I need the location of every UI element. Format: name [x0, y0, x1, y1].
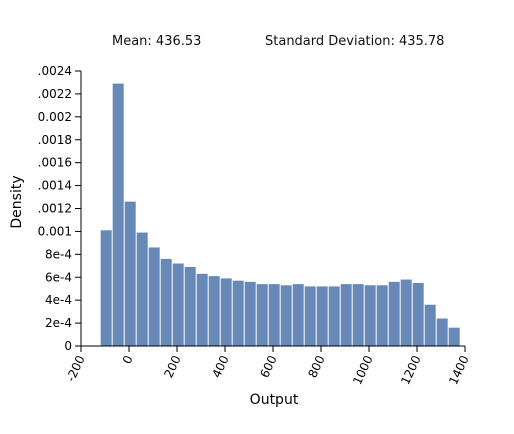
histogram-bar	[196, 273, 208, 346]
histogram-bar	[112, 83, 124, 347]
histogram-bar	[304, 286, 316, 346]
y-tick-label: .0016	[38, 156, 72, 170]
histogram-bar	[208, 276, 220, 346]
histogram-bar	[364, 285, 376, 346]
y-tick-label: 6e-4	[45, 270, 72, 284]
mean-stat: Mean: 436.53	[112, 34, 202, 49]
x-tick-label: 200	[161, 353, 183, 380]
histogram-bar	[124, 201, 136, 346]
bars-group	[100, 83, 460, 347]
y-tick-label: .0014	[38, 179, 72, 193]
histogram-bar	[136, 232, 148, 346]
x-axis: -200 0 200 400 600 800 1000 1200 1400	[64, 345, 472, 387]
y-tick-label: 8e-4	[45, 247, 72, 261]
histogram-bar	[160, 258, 172, 346]
y-tick-label: .0018	[38, 133, 72, 147]
histogram-bar	[340, 284, 352, 346]
y-tick-label: 4e-4	[45, 293, 72, 307]
histogram-bar	[400, 279, 412, 346]
x-tick-label: 1400	[446, 353, 472, 387]
histogram-bar	[388, 281, 400, 346]
y-axis: 0 2e-4 4e-4 6e-4 8e-4 0.001 .0012 .0014 .0016 .00…	[38, 64, 82, 353]
x-axis-label: Output	[250, 392, 299, 408]
x-tick-label: 800	[305, 353, 327, 380]
standard-deviation-stat: Standard Deviation: 435.78	[265, 34, 445, 49]
x-tick-label: 600	[257, 353, 279, 380]
histogram-bar	[316, 286, 328, 346]
histogram-bar	[268, 284, 280, 346]
y-tick-label: .0012	[38, 202, 72, 216]
y-tick-label: 0.002	[38, 110, 72, 124]
x-tick-label: 1000	[350, 353, 376, 387]
histogram-bar	[184, 266, 196, 346]
histogram-bar	[424, 304, 436, 346]
histogram-bar	[376, 285, 388, 346]
histogram-bar	[448, 327, 460, 346]
histogram-bar	[352, 284, 364, 346]
y-tick-label: .0022	[38, 87, 72, 101]
histogram-bar	[328, 286, 340, 346]
histogram-bar	[232, 280, 244, 346]
histogram-bar	[100, 230, 112, 346]
x-tick-label: -200	[64, 353, 88, 384]
histogram-bar	[172, 263, 184, 346]
histogram-bar	[244, 281, 256, 346]
histogram-bar	[256, 284, 268, 346]
histogram-bar	[436, 318, 448, 346]
histogram-bar	[148, 247, 160, 346]
histogram-bar	[280, 285, 292, 346]
x-tick-label: 1200	[398, 353, 424, 387]
histogram-bar	[292, 284, 304, 346]
histogram-bar	[220, 278, 232, 346]
x-tick-label: 0	[120, 353, 136, 366]
y-tick-label: 0.001	[38, 224, 72, 238]
y-tick-label: .0024	[38, 64, 72, 78]
y-tick-label: 0	[64, 339, 72, 353]
x-tick-label: 400	[209, 353, 231, 380]
y-tick-label: 2e-4	[45, 316, 72, 330]
y-axis-label: Density	[9, 175, 25, 228]
histogram-bar	[412, 282, 424, 346]
